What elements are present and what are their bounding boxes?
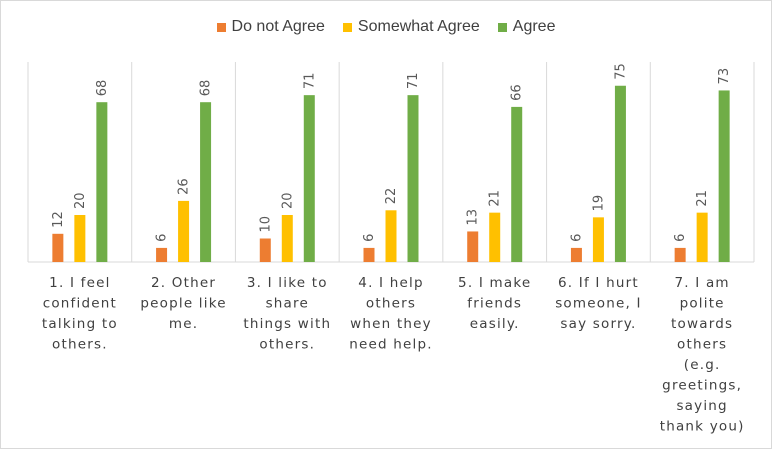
category-label-6-line-3: say sorry. bbox=[560, 316, 636, 332]
category-label-5-line-3: easily. bbox=[470, 316, 520, 332]
category-label-4-line-1: 4. I help bbox=[358, 275, 423, 291]
legend-label-2: Somewhat Agree bbox=[357, 18, 480, 35]
legend-item-3: Agree bbox=[497, 18, 556, 36]
data-label-5-series-2: 21 bbox=[488, 190, 503, 207]
data-label-6-series-1: 6 bbox=[569, 234, 584, 242]
bar-1-series-3 bbox=[96, 102, 108, 262]
bar-5-series-2 bbox=[489, 212, 501, 262]
bar-1-series-1 bbox=[52, 233, 64, 262]
category-label-7-line-4: others bbox=[677, 337, 727, 353]
data-label-7-series-2: 21 bbox=[695, 190, 710, 207]
category-label-3-line-4: others. bbox=[259, 337, 315, 353]
legend: Do not Agree Somewhat Agree Agree bbox=[0, 18, 772, 36]
data-label-5-series-3: 66 bbox=[510, 84, 525, 101]
data-label-4-series-3: 71 bbox=[406, 73, 421, 90]
data-label-6-series-2: 19 bbox=[591, 195, 606, 212]
legend-swatch-3 bbox=[497, 22, 507, 32]
bar-6-series-3 bbox=[614, 85, 626, 262]
bar-7-series-1 bbox=[674, 247, 686, 262]
bar-4-series-1 bbox=[363, 247, 375, 262]
category-label-7-line-8: thank you) bbox=[660, 419, 745, 435]
category-label-3-line-1: 3. I like to bbox=[247, 275, 328, 291]
category-label-1-line-1: 1. I feel bbox=[49, 275, 110, 291]
bar-6-series-1 bbox=[570, 247, 582, 262]
data-label-2-series-1: 6 bbox=[155, 234, 170, 242]
bar-2-series-2 bbox=[178, 200, 190, 262]
bar-5-series-1 bbox=[467, 231, 479, 262]
data-label-5-series-1: 13 bbox=[466, 209, 481, 226]
category-label-3-line-3: things with bbox=[243, 316, 331, 332]
category-label-6-line-2: someone, I bbox=[555, 296, 641, 312]
category-label-4-line-4: need help. bbox=[349, 337, 433, 353]
bar-1-series-2 bbox=[74, 215, 86, 262]
bar-2-series-3 bbox=[200, 102, 212, 262]
bar-3-series-1 bbox=[259, 238, 271, 262]
category-label-6-line-1: 6. If I hurt bbox=[558, 275, 639, 291]
category-label-7-line-5: (e.g. bbox=[684, 357, 721, 373]
data-label-3-series-3: 71 bbox=[302, 73, 317, 90]
category-label-7-line-7: saying bbox=[676, 398, 727, 414]
data-label-7-series-1: 6 bbox=[673, 234, 688, 242]
bar-4-series-2 bbox=[385, 210, 397, 262]
category-label-5-line-1: 5. I make bbox=[458, 275, 531, 291]
data-label-3-series-1: 10 bbox=[258, 216, 273, 233]
category-label-7-line-6: greetings, bbox=[662, 378, 742, 394]
category-label-2-line-1: 2. Other bbox=[151, 275, 216, 291]
category-label-4-line-3: when they bbox=[350, 316, 432, 332]
bar-5-series-3 bbox=[511, 106, 523, 263]
data-label-4-series-2: 22 bbox=[384, 188, 399, 205]
data-label-1-series-2: 20 bbox=[73, 192, 88, 209]
data-label-1-series-1: 12 bbox=[51, 211, 66, 228]
data-label-3-series-2: 20 bbox=[280, 192, 295, 209]
category-label-2-line-3: me. bbox=[169, 316, 198, 332]
category-label-7-line-3: towards bbox=[671, 316, 733, 332]
category-label-7-line-1: 7. I am bbox=[675, 275, 730, 291]
legend-item-2: Somewhat Agree bbox=[342, 18, 480, 36]
legend-swatch-2 bbox=[342, 22, 352, 32]
category-label-5-line-2: friends bbox=[467, 296, 522, 312]
bar-4-series-3 bbox=[407, 95, 419, 263]
category-label-7-line-2: polite bbox=[680, 296, 725, 312]
data-label-2-series-3: 68 bbox=[199, 80, 214, 97]
bar-7-series-2 bbox=[696, 212, 708, 262]
data-label-4-series-1: 6 bbox=[362, 234, 377, 242]
legend-swatch-1 bbox=[216, 22, 226, 32]
data-label-7-series-3: 73 bbox=[717, 68, 732, 85]
bar-2-series-1 bbox=[156, 247, 168, 262]
category-label-2-line-2: people like bbox=[140, 296, 226, 312]
category-label-1-line-3: talking to bbox=[42, 316, 118, 332]
bar-6-series-2 bbox=[592, 217, 604, 262]
data-label-2-series-2: 26 bbox=[177, 178, 192, 195]
category-label-1-line-2: confident bbox=[43, 296, 117, 312]
bar-7-series-3 bbox=[718, 90, 730, 262]
category-label-4-line-2: others bbox=[366, 296, 416, 312]
data-label-1-series-3: 68 bbox=[95, 80, 110, 97]
legend-item-1: Do not Agree bbox=[216, 18, 325, 36]
legend-label-1: Do not Agree bbox=[231, 18, 325, 35]
data-label-6-series-3: 75 bbox=[613, 63, 628, 80]
category-label-3-line-2: share bbox=[266, 296, 309, 312]
bar-3-series-2 bbox=[281, 215, 293, 262]
category-label-1-line-4: others. bbox=[52, 337, 108, 353]
legend-label-3: Agree bbox=[512, 18, 556, 35]
bar-3-series-3 bbox=[303, 95, 315, 263]
